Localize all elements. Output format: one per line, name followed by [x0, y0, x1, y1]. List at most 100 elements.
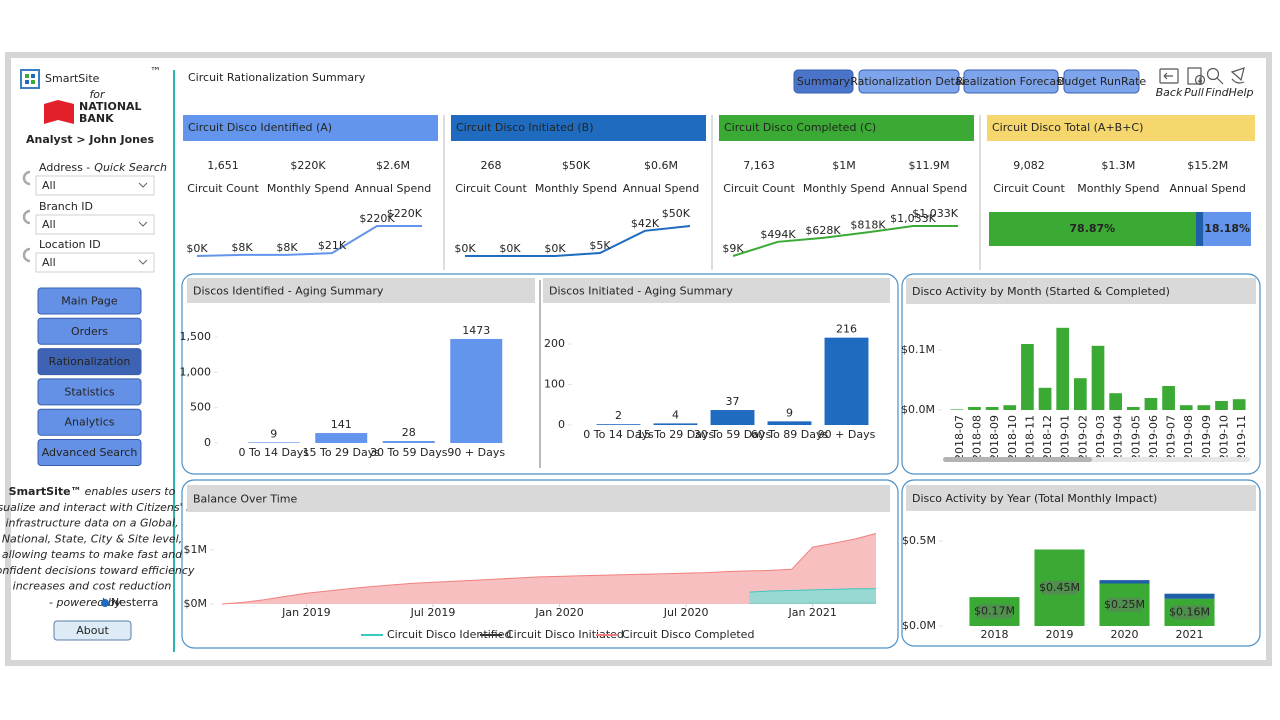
trend-label: $42K — [631, 217, 660, 230]
scrollbar-thumb[interactable] — [943, 457, 1092, 462]
metric-value: 1,651 — [207, 159, 239, 172]
nav-button[interactable] — [37, 408, 142, 436]
bar — [1232, 399, 1246, 410]
bar — [968, 407, 981, 410]
x-tick-label: 2019-03 — [1094, 415, 1107, 461]
nav-button[interactable] — [37, 348, 142, 376]
bar — [1003, 405, 1017, 410]
filter-label: Address - Quick Search — [39, 161, 167, 174]
y-tick-label: 200 — [544, 337, 565, 350]
chart-title: Balance Over Time — [193, 493, 297, 506]
tab[interactable] — [963, 69, 1059, 94]
area-line — [749, 588, 876, 593]
tab-label: Summary — [797, 75, 851, 88]
logo-for: for — [89, 88, 106, 101]
card-header — [719, 115, 974, 141]
nav-label: Statistics — [64, 385, 115, 398]
nav-label: Main Page — [61, 295, 118, 308]
area — [222, 533, 876, 604]
legend-label: Circuit Disco Identified — [387, 628, 511, 641]
area — [749, 588, 876, 604]
x-tick-label: 2018-12 — [1041, 415, 1054, 461]
bar — [1038, 387, 1052, 410]
filter-label-text: Address - — [39, 161, 90, 174]
card-title: Circuit Disco Initiated (B) — [456, 121, 594, 134]
x-tick-label: 2020 — [1111, 628, 1139, 641]
data-label: 9 — [270, 427, 277, 440]
toolbar-icons — [1159, 67, 1245, 86]
chart-header — [906, 278, 1256, 304]
dropdown-value: All — [42, 256, 56, 269]
nav-label: Advanced Search — [42, 446, 138, 459]
legend-label: Circuit Disco Initiated — [506, 628, 624, 641]
x-tick-label: 2018-08 — [970, 415, 983, 461]
description-lead: enables users to — [85, 485, 176, 498]
bar — [1197, 405, 1211, 410]
metric-value: $50K — [562, 159, 591, 172]
bar — [1162, 386, 1175, 410]
description: visualize and interact with Citizens' IT — [0, 501, 197, 514]
tab-label: Budget RunRate — [1057, 75, 1147, 88]
about-button[interactable] — [53, 620, 132, 641]
y-tick-label: 0 — [204, 436, 211, 449]
panel — [901, 479, 1261, 647]
x-tick-label: 2021 — [1176, 628, 1204, 641]
x-tick-label: 2019-05 — [1129, 415, 1142, 461]
x-tick-label: 2018 — [981, 628, 1009, 641]
x-tick-label: Jul 2019 — [410, 606, 456, 619]
trend-label: $21K — [318, 239, 347, 252]
trend-label: $0K — [499, 242, 521, 255]
metric-label: Circuit Count — [993, 182, 1065, 195]
dropdown-value: All — [42, 218, 56, 231]
area-line — [221, 533, 877, 605]
dropdown[interactable] — [35, 252, 155, 273]
bar — [950, 409, 964, 410]
panel — [901, 273, 1261, 475]
nav-button[interactable] — [37, 439, 142, 466]
tab[interactable] — [858, 69, 960, 94]
bar — [710, 410, 755, 425]
data-label: $0.16M — [1169, 605, 1210, 618]
y-tick-label: 0 — [558, 418, 565, 431]
bar — [450, 338, 503, 443]
label-box — [1106, 597, 1143, 612]
metric-value: 7,163 — [743, 159, 775, 172]
y-tick-label: 500 — [190, 401, 211, 414]
dropdown[interactable] — [35, 175, 155, 196]
nav-button[interactable] — [37, 287, 142, 315]
tool-label: Help — [1228, 86, 1253, 99]
x-tick-label: 2018-07 — [953, 415, 966, 461]
description: increases and cost reduction — [13, 580, 172, 593]
chart-title: Disco Activity by Year (Total Monthly Im… — [912, 492, 1157, 505]
metric-value: $220K — [290, 159, 326, 172]
trend-label: $494K — [760, 228, 796, 241]
bar — [653, 423, 698, 425]
filter-label: Branch ID — [39, 200, 93, 213]
trend-label: $9K — [722, 242, 744, 255]
x-tick-label: 60 To 89 Days — [751, 428, 829, 441]
card-title: Circuit Disco Total (A+B+C) — [992, 121, 1143, 134]
description: SmartSite™ enables users to — [9, 485, 176, 498]
metric-label: Circuit Count — [455, 182, 527, 195]
description: allowing teams to make fast and — [2, 548, 183, 561]
data-label: 37 — [726, 395, 740, 408]
bar — [1109, 393, 1122, 410]
nav-button[interactable] — [37, 378, 142, 406]
x-tick-label: 2019-04 — [1112, 415, 1125, 461]
trend-label: $818K — [850, 218, 886, 231]
data-label: $0.17M — [974, 605, 1015, 618]
trend-label: $0K — [544, 242, 566, 255]
dropdown[interactable] — [35, 214, 155, 235]
nav-button[interactable] — [37, 317, 142, 345]
bar-segment — [1164, 598, 1215, 626]
tab[interactable] — [793, 69, 854, 94]
vendor: Nesterra — [111, 596, 158, 609]
bar — [1091, 345, 1105, 410]
chart-header — [543, 278, 890, 303]
tab[interactable] — [1063, 69, 1140, 94]
metric-label: Monthly Spend — [535, 182, 617, 195]
metric-value: $11.9M — [909, 159, 950, 172]
trend-line — [196, 225, 422, 257]
tool-label: Find — [1205, 86, 1229, 99]
data-label: 141 — [331, 418, 352, 431]
